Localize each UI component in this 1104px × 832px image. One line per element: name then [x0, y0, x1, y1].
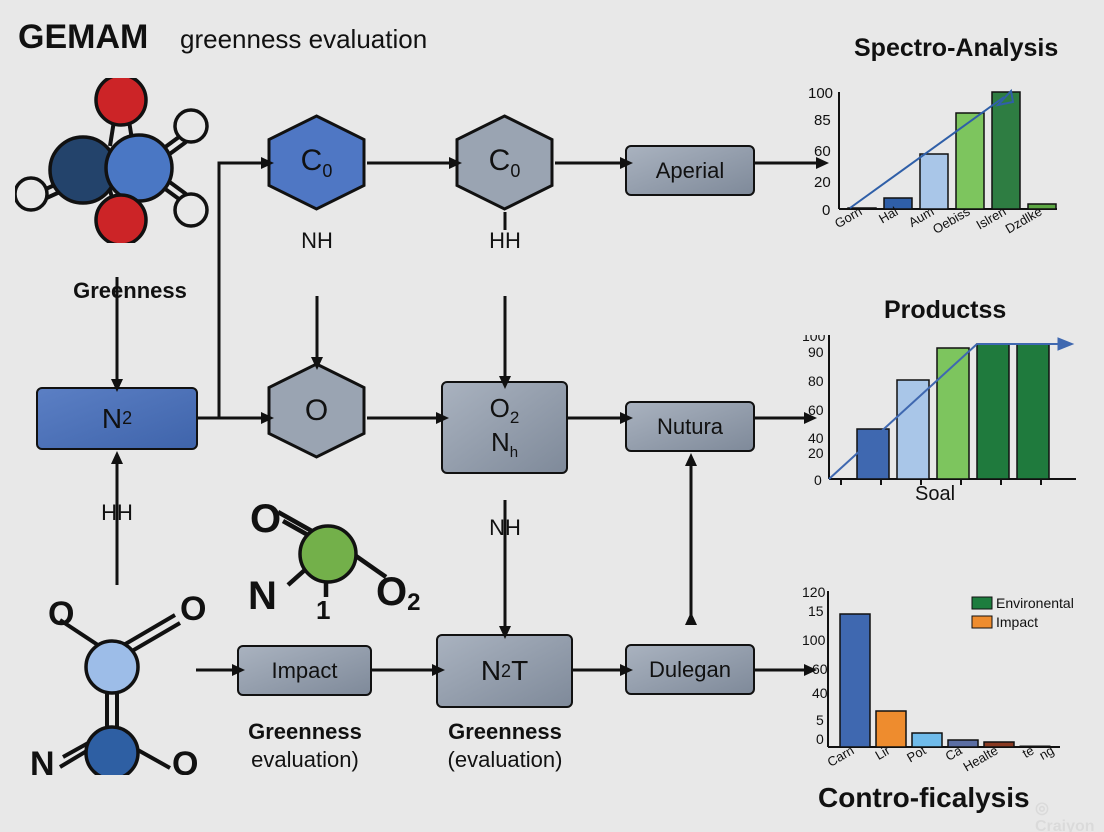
svg-text:0: 0: [816, 731, 824, 747]
svg-text:100: 100: [802, 335, 826, 344]
svg-text:15: 15: [808, 603, 824, 619]
svg-text:O: O: [48, 595, 74, 633]
svg-text:85: 85: [814, 112, 831, 129]
svg-text:te: te: [1020, 743, 1037, 761]
svg-text:Impact: Impact: [996, 614, 1038, 630]
svg-text:0: 0: [822, 202, 830, 219]
svg-text:0: 0: [814, 472, 822, 488]
svg-text:60: 60: [814, 143, 831, 160]
svg-text:Environental: Environental: [996, 595, 1074, 611]
svg-text:100: 100: [802, 632, 826, 648]
svg-text:40: 40: [812, 685, 828, 701]
svg-text:60: 60: [812, 661, 828, 677]
svg-text:80: 80: [808, 373, 824, 389]
svg-text:5: 5: [816, 712, 824, 728]
svg-text:90: 90: [808, 344, 824, 360]
svg-text:20: 20: [808, 445, 824, 461]
svg-text:100: 100: [808, 88, 833, 102]
svg-text:60: 60: [808, 402, 824, 418]
svg-text:O: O: [180, 590, 206, 628]
svg-text:N: N: [248, 574, 277, 618]
svg-text:N: N: [30, 745, 55, 775]
svg-text:1: 1: [316, 595, 330, 619]
svg-text:20: 20: [814, 174, 831, 191]
svg-text:40: 40: [808, 430, 824, 446]
svg-text:O: O: [172, 745, 198, 775]
svg-text:120: 120: [802, 587, 826, 600]
svg-text:Soal: Soal: [915, 483, 955, 500]
svg-text:O2: O2: [376, 570, 420, 616]
svg-text:O: O: [250, 497, 281, 541]
